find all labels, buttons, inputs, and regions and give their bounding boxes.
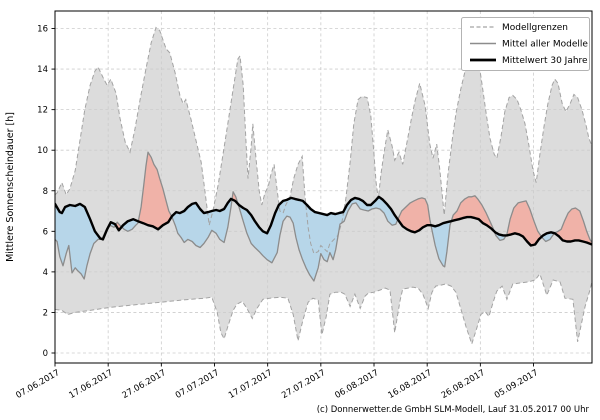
y-tick-label: 8 <box>43 187 48 197</box>
x-tick-label: 16.08.2017 <box>387 368 434 401</box>
x-tick-label: 27.06.2017 <box>121 368 168 401</box>
y-tick-label: 12 <box>37 106 48 116</box>
copyright-caption: (c) Donnerwetter.de GmbH SLM-Modell, Lau… <box>317 405 590 415</box>
y-tick-label: 4 <box>43 268 48 278</box>
y-tick-label: 2 <box>43 308 48 318</box>
x-tick-label: 27.07.2017 <box>280 368 327 401</box>
y-tick-label: 16 <box>37 25 48 35</box>
x-tick-label: 17.07.2017 <box>227 368 274 401</box>
x-tick-label: 06.08.2017 <box>333 368 380 401</box>
y-axis-title: Mittlere Sonnenscheindauer [h] <box>5 112 16 262</box>
x-tick-label: 05.09.2017 <box>493 368 540 401</box>
x-tick-label: 17.06.2017 <box>68 368 115 401</box>
x-axis-labels: 07.06.2017 17.06.2017 27.06.2017 07.07.2017… <box>14 368 540 401</box>
x-tick-label: 07.07.2017 <box>174 368 221 401</box>
model-bounds-lines <box>55 26 592 346</box>
y-tick-label: 6 <box>43 227 48 237</box>
x-tick-label: 26.08.2017 <box>440 368 487 401</box>
model-mean-line <box>55 151 592 282</box>
y-tick-label: 14 <box>37 65 48 75</box>
model-range-band <box>55 27 592 344</box>
legend: Modellgrenzen Mittel aller Modelle Mitte… <box>461 17 590 71</box>
y-tick-label: 0 <box>43 349 48 359</box>
legend-label-modellgrenzen: Modellgrenzen <box>502 23 568 33</box>
fill-above-normal <box>101 152 592 246</box>
x-tick-label: 07.06.2017 <box>14 368 61 401</box>
axes-frame <box>51 10 593 367</box>
climate-mean-line <box>55 195 592 247</box>
grid <box>55 11 592 363</box>
legend-box <box>461 17 590 71</box>
y-tick-label: 10 <box>37 146 48 156</box>
y-axis-labels: 0 2 4 6 8 10 12 14 16 <box>37 25 48 359</box>
legend-label-mittel-aller-modelle: Mittel aller Modelle <box>502 40 588 50</box>
legend-label-mittelwert-30-jahre: Mittelwert 30 Jahre <box>502 56 588 66</box>
